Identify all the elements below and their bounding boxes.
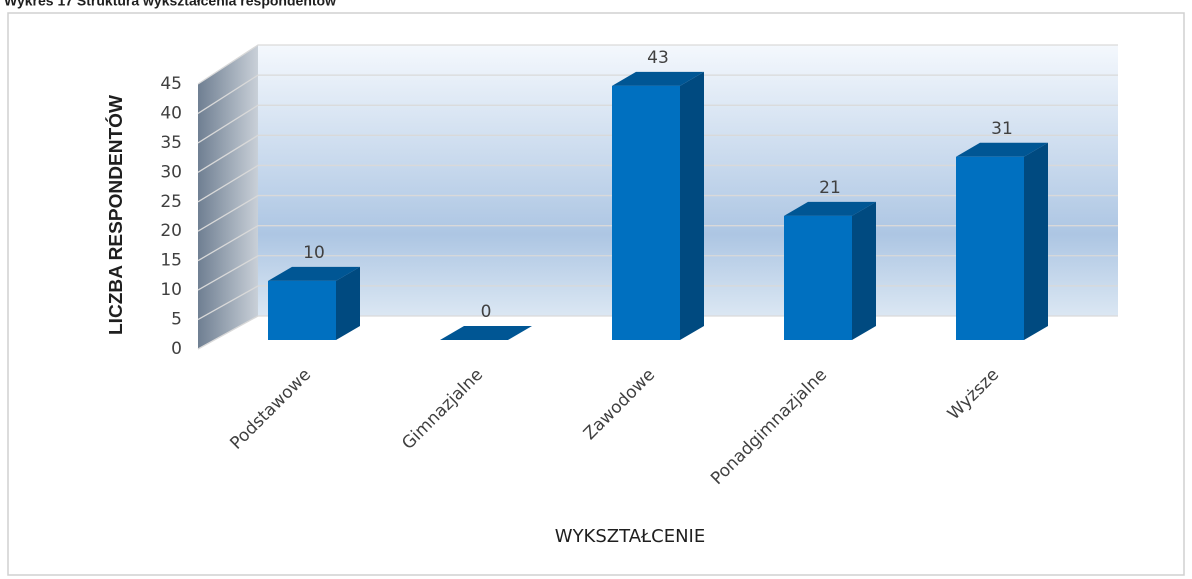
bar-top <box>268 266 360 281</box>
bar <box>440 326 532 340</box>
y-tick-label: 10 <box>160 280 182 300</box>
grid-line <box>197 74 1118 114</box>
grid-line <box>197 134 1118 173</box>
y-axis-title: LICZBA RESPONDENTÓW <box>105 95 126 335</box>
y-tick-label: 25 <box>160 192 182 212</box>
x-tick-label: Podstawowe <box>226 365 315 454</box>
chart-border <box>7 12 1185 576</box>
grid-line <box>197 104 1118 144</box>
bar <box>956 142 1048 340</box>
chart-title: Wykres 17 Struktura wykształcenia respon… <box>4 0 336 9</box>
bar-side <box>1024 142 1048 340</box>
y-tick-label: 35 <box>160 133 182 153</box>
bar-front <box>784 215 852 340</box>
x-tick-label: Gimnazjalne <box>398 365 487 454</box>
bar-front <box>612 85 680 340</box>
bar-side <box>852 201 876 340</box>
data-label: 31 <box>991 119 1013 139</box>
data-label: 21 <box>819 178 841 198</box>
bar-front <box>956 156 1024 340</box>
bar <box>268 266 360 340</box>
side-wall <box>198 45 258 349</box>
y-tick-label: 15 <box>160 251 182 271</box>
data-label: 43 <box>647 48 669 68</box>
bar-top <box>612 71 704 86</box>
grid-line <box>197 44 1118 85</box>
grid-line <box>197 164 1118 203</box>
bar <box>612 71 704 341</box>
data-label: 10 <box>303 243 325 263</box>
x-tick-label: Wyższe <box>944 365 1003 424</box>
y-tick-label: 40 <box>160 103 182 123</box>
x-tick-label: Zawodowe <box>580 365 659 444</box>
bar-top <box>784 201 876 216</box>
grid-line <box>197 194 1118 232</box>
bar-top <box>440 326 532 340</box>
data-label: 0 <box>481 302 492 322</box>
y-tick-label: 5 <box>171 310 182 330</box>
bar-side <box>680 71 704 341</box>
x-axis-title: WYKSZTAŁCENIE <box>555 526 705 547</box>
y-tick-label: 20 <box>160 221 182 241</box>
y-tick-label: 45 <box>160 74 182 94</box>
bar-side <box>336 266 360 340</box>
bar-top <box>956 142 1048 157</box>
y-tick-label: 0 <box>171 339 182 359</box>
bar-front <box>268 280 336 340</box>
bar <box>784 201 876 340</box>
y-tick-label: 30 <box>160 162 182 182</box>
x-tick-label: Ponadgimnazjalne <box>707 365 831 489</box>
